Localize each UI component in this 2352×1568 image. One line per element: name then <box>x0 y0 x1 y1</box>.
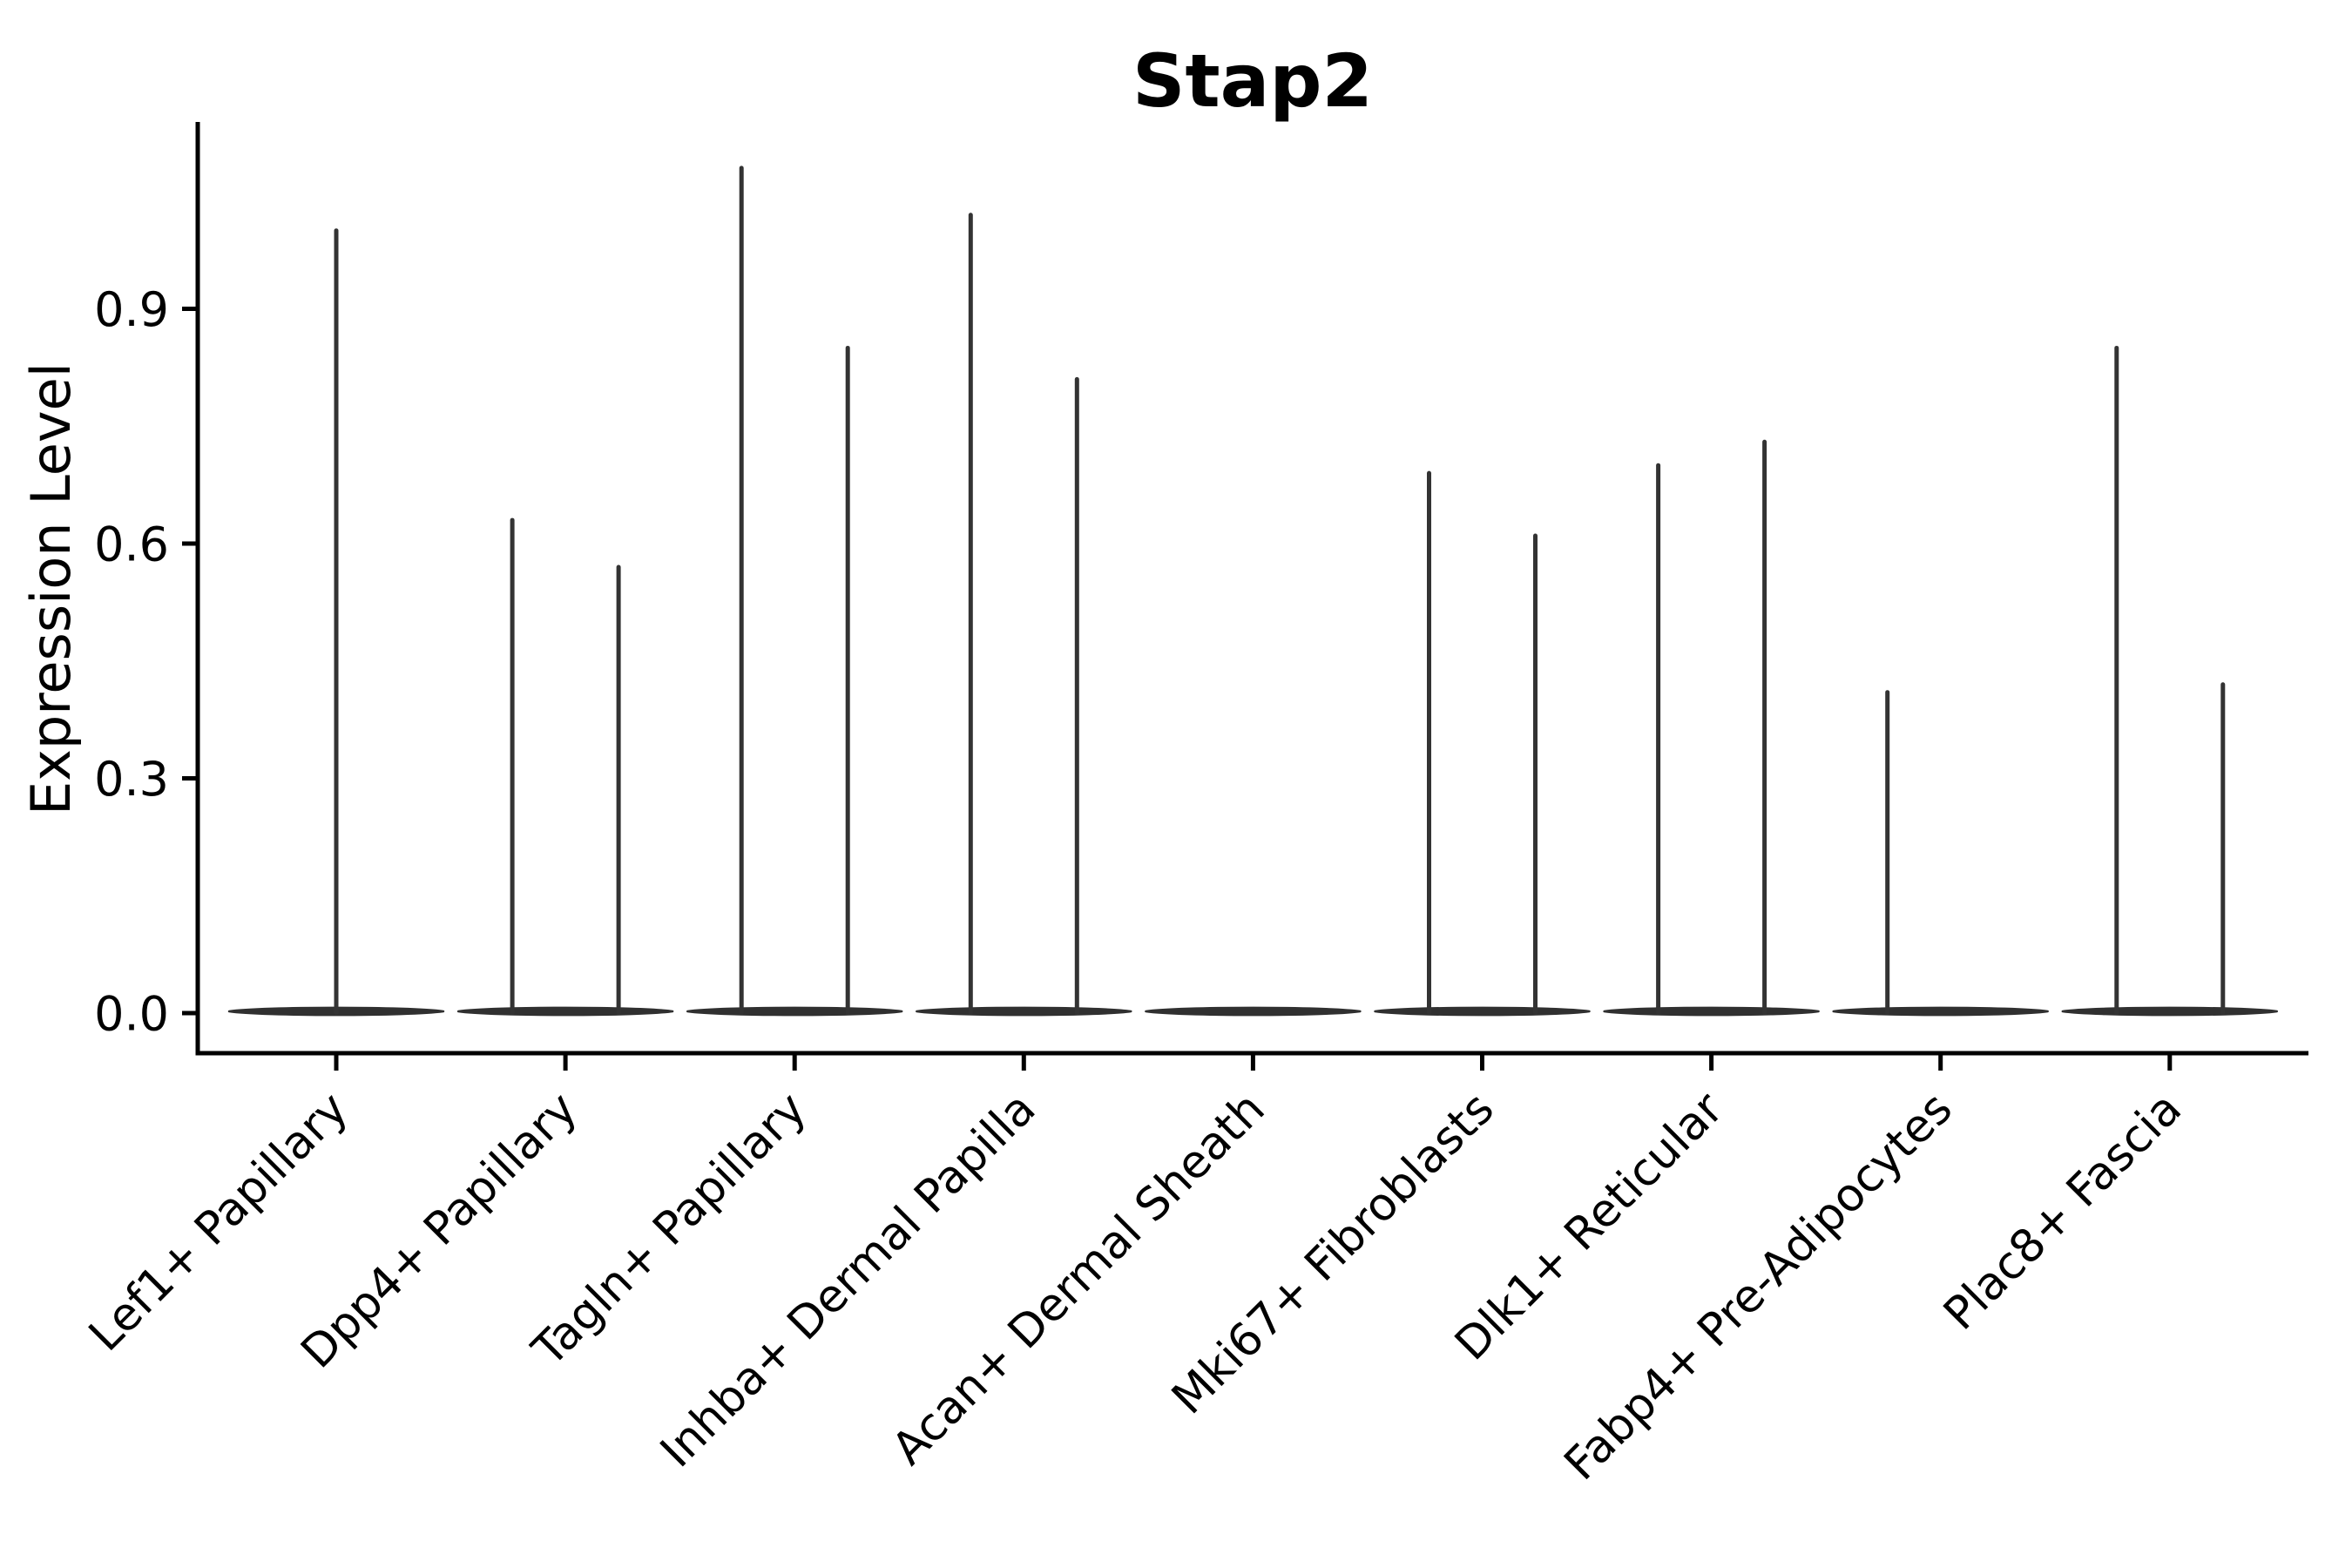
x-tick-label: Acan+ Dermal Sheath <box>882 1083 1275 1476</box>
violin-1 <box>227 228 445 1017</box>
violin-base <box>2061 1006 2279 1017</box>
violin-9 <box>2061 345 2279 1017</box>
chart-title: Stap2 <box>1132 38 1373 124</box>
violin-base <box>456 1006 674 1017</box>
y-axis-label: Expression Level <box>19 362 83 815</box>
x-tick-label: Plac8+ Fascia <box>1934 1083 2192 1341</box>
violin-base <box>916 1006 1132 1017</box>
x-tick-label: Inhba+ Dermal Papilla <box>651 1083 1045 1477</box>
violin-3 <box>686 166 903 1017</box>
violins-layer <box>227 166 2279 1017</box>
y-tick-label: 0.9 <box>94 282 169 337</box>
violin-7 <box>1603 439 1820 1017</box>
violin-base <box>1603 1006 1820 1017</box>
violin-base <box>1832 1006 2049 1017</box>
violin-base <box>1374 1006 1591 1017</box>
violin-base <box>1145 1006 1362 1017</box>
violin-6 <box>1374 470 1591 1017</box>
violin-base <box>686 1006 903 1017</box>
y-tick-label: 0.0 <box>94 986 169 1041</box>
violin-4 <box>916 213 1132 1017</box>
y-tick-label: 0.3 <box>94 752 169 807</box>
y-tick-label: 0.6 <box>94 517 169 571</box>
violin-5 <box>1145 1006 1362 1017</box>
violin-8 <box>1832 690 2049 1017</box>
x-tick-label: Fabp4+ Pre-Adipocytes <box>1555 1083 1963 1490</box>
violin-2 <box>456 517 674 1017</box>
